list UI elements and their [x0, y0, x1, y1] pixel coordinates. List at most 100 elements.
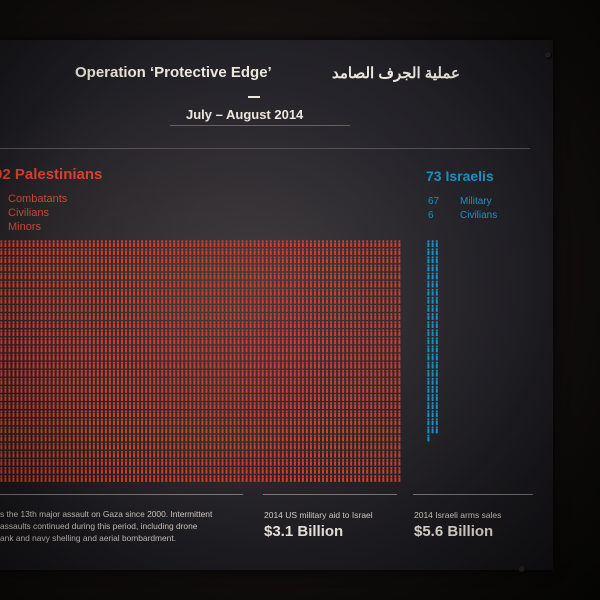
person-figure-icon [313, 304, 317, 312]
person-figure-icon [64, 280, 67, 288]
person-figure-icon [435, 426, 438, 434]
person-figure-icon [329, 280, 333, 288]
person-figure-icon [173, 353, 176, 361]
person-figure-icon [0, 377, 3, 385]
person-figure-icon [84, 410, 87, 418]
person-figure-icon [76, 296, 79, 304]
person-figure-icon [16, 442, 19, 450]
person-figure-icon [189, 402, 192, 409]
person-figure-icon [201, 280, 204, 288]
person-figure-icon [141, 475, 144, 482]
person-figure-icon [342, 321, 345, 328]
person-figure-icon [24, 458, 27, 466]
person-figure-icon [245, 385, 248, 393]
person-figure-icon [398, 434, 401, 442]
person-figure-icon [48, 426, 51, 434]
person-figure-icon [201, 337, 204, 345]
person-figure-icon [325, 402, 329, 409]
person-figure-icon [285, 369, 288, 377]
person-figure-icon [44, 256, 47, 264]
person-figure-icon [354, 288, 357, 296]
palestinians-category: Combatants [8, 193, 68, 205]
person-figure-icon [431, 304, 434, 312]
person-figure-icon [378, 385, 381, 393]
person-figure-icon [229, 337, 232, 345]
person-figure-icon [157, 280, 160, 288]
person-figure-icon [325, 304, 329, 312]
person-figure-icon [32, 264, 35, 272]
person-figure-icon [24, 434, 27, 442]
person-figure-icon [309, 337, 313, 345]
person-figure-icon [201, 377, 204, 385]
person-figure-icon [257, 361, 260, 369]
person-figure-icon [68, 264, 71, 272]
person-figure-icon [237, 296, 240, 304]
person-figure-icon [197, 304, 200, 312]
person-figure-icon [217, 369, 220, 377]
person-figure-icon [329, 256, 333, 264]
person-figure-icon [245, 426, 248, 434]
person-figure-icon [277, 402, 280, 409]
person-figure-icon [301, 385, 304, 393]
person-figure-icon [305, 353, 309, 361]
person-figure-icon [108, 240, 112, 247]
person-figure-icon [181, 296, 184, 304]
person-figure-icon [293, 304, 296, 312]
person-figure-icon [213, 434, 216, 442]
person-figure-icon [305, 280, 309, 288]
person-figure-icon [32, 402, 35, 409]
person-figure-icon [229, 361, 232, 369]
person-figure-icon [321, 264, 325, 272]
person-figure-icon [112, 256, 116, 264]
person-figure-icon [253, 434, 256, 442]
person-figure-icon [317, 475, 321, 482]
person-figure-icon [88, 369, 91, 377]
person-figure-icon [221, 361, 224, 369]
person-figure-icon [374, 361, 377, 369]
person-figure-icon [313, 458, 317, 466]
person-figure-icon [273, 321, 276, 328]
person-figure-icon [249, 345, 252, 353]
person-figure-icon [297, 475, 300, 482]
person-figure-icon [265, 264, 268, 272]
person-figure-icon [325, 256, 329, 264]
person-figure-icon [189, 450, 192, 458]
person-figure-icon [394, 272, 397, 280]
person-figure-icon [386, 458, 389, 466]
person-figure-icon [173, 337, 176, 345]
person-figure-icon [116, 418, 120, 426]
person-figure-icon [257, 313, 260, 320]
person-figure-icon [64, 329, 67, 337]
person-figure-icon [213, 475, 216, 482]
person-figure-icon [4, 402, 7, 409]
person-figure-icon [28, 288, 31, 296]
person-figure-icon [149, 450, 152, 458]
person-figure-icon [197, 296, 200, 304]
person-figure-icon [173, 329, 176, 337]
person-figure-icon [8, 418, 11, 426]
person-figure-icon [112, 313, 116, 320]
person-figure-icon [68, 304, 71, 312]
person-figure-icon [185, 329, 188, 337]
person-figure-icon [358, 321, 361, 328]
person-figure-icon [189, 458, 192, 466]
person-figure-icon [313, 418, 317, 426]
person-figure-icon [362, 264, 365, 272]
person-figure-icon [112, 304, 116, 312]
person-figure-icon [233, 418, 236, 426]
person-figure-icon [293, 321, 296, 328]
person-figure-icon [149, 313, 152, 320]
person-figure-icon [44, 280, 47, 288]
person-figure-icon [40, 434, 43, 442]
person-figure-icon [141, 434, 144, 442]
exhibition-board [0, 40, 553, 570]
person-figure-icon [0, 296, 3, 304]
person-figure-icon [181, 402, 184, 409]
person-figure-icon [245, 377, 248, 385]
person-figure-icon [225, 402, 228, 409]
person-figure-icon [289, 288, 292, 296]
person-figure-icon [92, 353, 95, 361]
person-figure-icon [76, 394, 79, 401]
person-figure-icon [358, 385, 361, 393]
person-figure-icon [0, 385, 3, 393]
